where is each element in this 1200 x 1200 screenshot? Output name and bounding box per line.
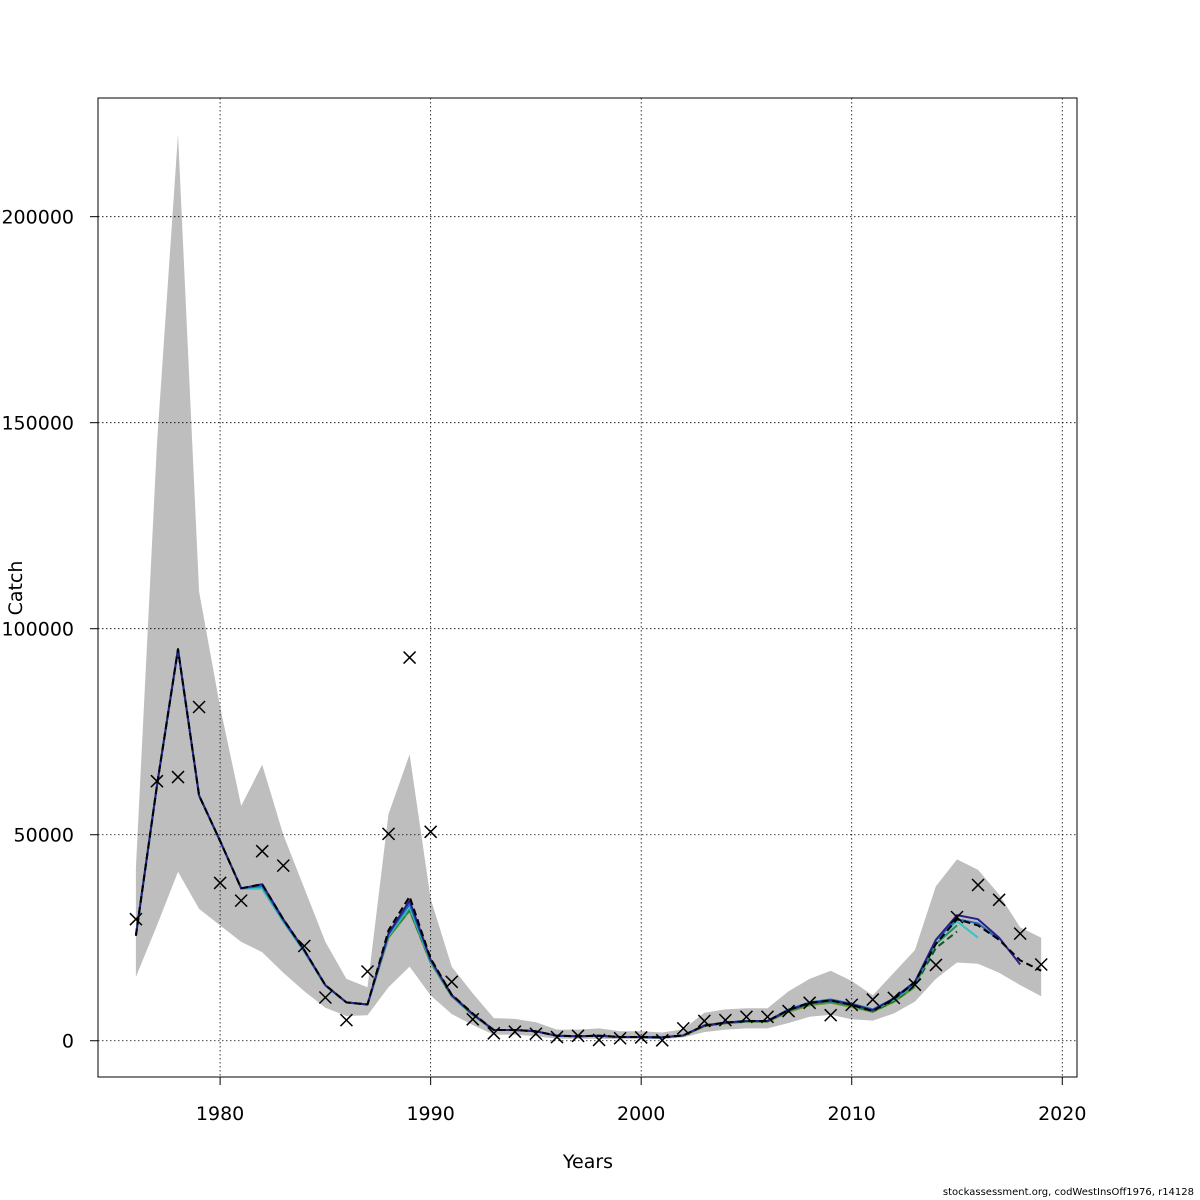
observed-catch-point [360, 964, 375, 979]
observed-catch-point [866, 993, 880, 1007]
observed-catch-point [571, 1029, 585, 1043]
x-tick-label: 1980 [196, 1103, 244, 1125]
observed-catch-point [613, 1031, 627, 1045]
y-tick-label: 100000 [1, 619, 74, 641]
observed-catch-point [192, 700, 206, 714]
observed-catch-point [382, 827, 396, 841]
x-tick-label: 2020 [1038, 1103, 1086, 1125]
y-tick-label: 0 [62, 1031, 74, 1053]
observed-catch-point [592, 1033, 606, 1047]
observed-catch-point [782, 1004, 796, 1018]
y-tick-label: 150000 [1, 413, 74, 435]
observed-catch-point [276, 859, 290, 873]
observed-catch-point [634, 1030, 648, 1044]
observed-catch-point [339, 1013, 353, 1027]
observed-catch-point [150, 774, 164, 788]
observed-catch-point [529, 1027, 543, 1041]
observed-catch-point [318, 990, 332, 1005]
y-tick-label: 50000 [14, 825, 74, 847]
observed-catch-point [845, 998, 859, 1012]
observed-catch-point [171, 770, 185, 784]
observed-catch-point [971, 878, 985, 892]
grid-layer [98, 98, 1077, 1077]
observed-catch-point [1013, 927, 1027, 941]
observed-catch-point [824, 1008, 838, 1022]
observed-catch-point [1034, 957, 1048, 972]
observed-catch-point [255, 844, 269, 858]
observed-catch-point [424, 825, 438, 839]
observed-catch-point [803, 996, 817, 1010]
confidence-band-layer [135, 134, 1042, 1040]
observed-catch-point [129, 912, 143, 926]
observed-catch-point [550, 1030, 564, 1044]
observed-catch-point [739, 1010, 753, 1024]
observed-catch-point [929, 958, 943, 972]
observed-catch-point [213, 876, 227, 890]
confidence-band [135, 134, 1042, 1040]
observed-catch-point [466, 1012, 480, 1026]
x-tick-label: 1990 [406, 1103, 454, 1125]
x-tick-label: 2010 [828, 1103, 876, 1125]
observed-catch-point [403, 651, 417, 665]
observed-catch-point [297, 939, 311, 953]
observed-catch-point [487, 1026, 501, 1040]
observed-catch-point [676, 1021, 690, 1035]
observed-catch-point [950, 910, 964, 924]
axis-layer: 1980 1990 2000 2010 2020 0 50000 100000 150000 20… [1, 207, 1086, 1125]
observed-catch-point [887, 991, 901, 1005]
observed-catch-point [655, 1033, 669, 1047]
observed-catch-point [234, 894, 248, 908]
observed-catch-point [992, 893, 1006, 907]
observed-catch-point [760, 1010, 775, 1024]
observed-catch-point [697, 1014, 711, 1028]
y-tick-label: 200000 [1, 207, 74, 229]
observation-layer [129, 651, 1048, 1047]
observed-catch-point [508, 1025, 522, 1039]
footer-credit: stockassessment.org, codWestInsOff1976, … [942, 1187, 1194, 1198]
x-axis-title: Years [562, 1151, 613, 1173]
observed-catch-point [445, 975, 459, 989]
y-axis-title: Catch [5, 561, 27, 616]
plot-frame [97, 97, 1078, 1078]
observed-catch-point [908, 978, 922, 992]
x-tick-label: 2000 [617, 1103, 665, 1125]
observed-catch-point [718, 1013, 732, 1027]
